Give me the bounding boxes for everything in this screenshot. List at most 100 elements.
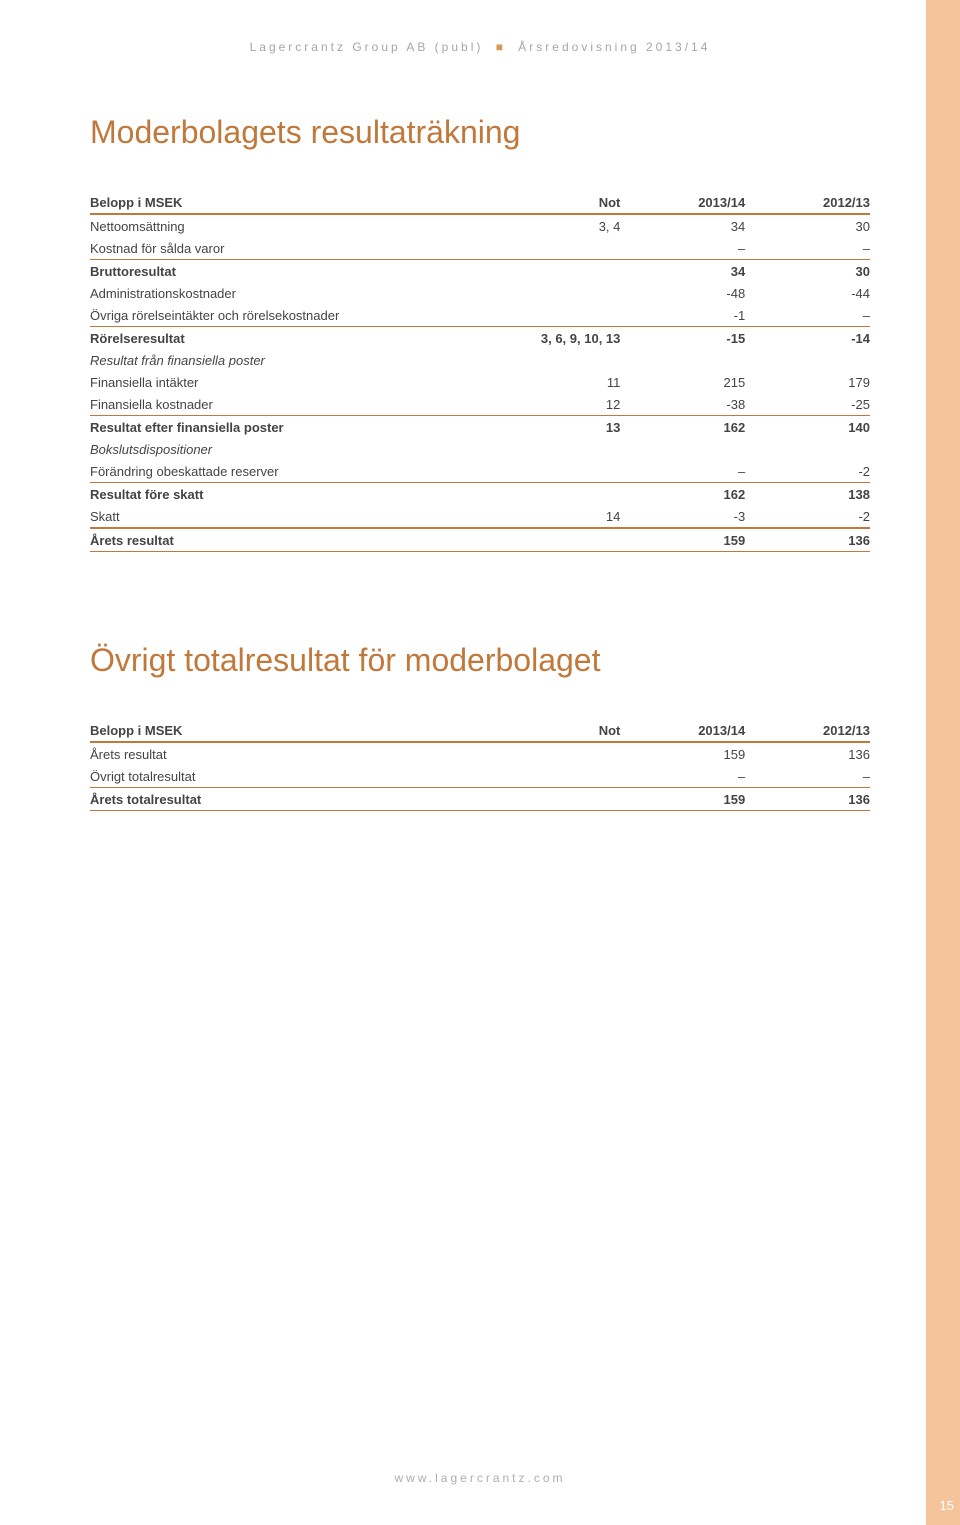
cell-label: Rörelseresultat [90, 327, 496, 350]
cell-c2: 136 [745, 528, 870, 552]
cell-not: 12 [496, 393, 621, 416]
table-row: Årets totalresultat 159 136 [90, 788, 870, 811]
table-header-row: Belopp i MSEK Not 2013/14 2012/13 [90, 191, 870, 214]
cell-c2: -2 [745, 460, 870, 483]
table-row: Rörelseresultat 3, 6, 9, 10, 13 -15 -14 [90, 327, 870, 350]
col-header-label: Belopp i MSEK [90, 719, 496, 742]
table-row: Övriga rörelseintäkter och rörelsekostna… [90, 304, 870, 327]
cell-not [496, 237, 621, 260]
cell-c2: 179 [745, 371, 870, 393]
cell-label: Skatt [90, 505, 496, 528]
table-header-row: Belopp i MSEK Not 2013/14 2012/13 [90, 719, 870, 742]
col-header-not: Not [496, 191, 621, 214]
cell-c2 [745, 438, 870, 460]
table-row: Skatt 14 -3 -2 [90, 505, 870, 528]
table-row: Årets resultat 159 136 [90, 742, 870, 765]
cell-c2: 30 [745, 214, 870, 237]
footer-url: www.lagercrantz.com [0, 1471, 960, 1485]
cell-not: 13 [496, 416, 621, 439]
cell-c1: 162 [620, 416, 745, 439]
cell-label: Resultat från finansiella poster [90, 349, 496, 371]
cell-c2: 138 [745, 483, 870, 506]
cell-c2: -14 [745, 327, 870, 350]
table-row: Resultat efter finansiella poster 13 162… [90, 416, 870, 439]
cell-c1: -15 [620, 327, 745, 350]
cell-c1: – [620, 237, 745, 260]
table-row: Förändring obeskattade reserver – -2 [90, 460, 870, 483]
cell-label: Finansiella kostnader [90, 393, 496, 416]
cell-not: 3, 4 [496, 214, 621, 237]
cell-c1: 34 [620, 214, 745, 237]
col-header-c2: 2012/13 [745, 719, 870, 742]
cell-not [496, 460, 621, 483]
table-row: Administrationskostnader -48 -44 [90, 282, 870, 304]
cell-c2: – [745, 237, 870, 260]
page-content: Lagercrantz Group AB (publ) ■ Årsredovis… [0, 0, 960, 1525]
cell-label: Finansiella intäkter [90, 371, 496, 393]
col-header-c2: 2012/13 [745, 191, 870, 214]
table-row: Resultat före skatt 162 138 [90, 483, 870, 506]
col-header-not: Not [496, 719, 621, 742]
table-row: Årets resultat 159 136 [90, 528, 870, 552]
cell-c2: 136 [745, 742, 870, 765]
cell-label: Nettoomsättning [90, 214, 496, 237]
cell-not [496, 765, 621, 788]
cell-label: Årets resultat [90, 528, 496, 552]
cell-c2: – [745, 765, 870, 788]
cell-c2: 30 [745, 260, 870, 283]
page-number: 15 [940, 1498, 954, 1513]
running-head-right: Årsredovisning 2013/14 [518, 40, 710, 54]
table-row: Nettoomsättning 3, 4 34 30 [90, 214, 870, 237]
cell-c2: – [745, 304, 870, 327]
col-header-label: Belopp i MSEK [90, 191, 496, 214]
cell-c1: -3 [620, 505, 745, 528]
cell-not: 11 [496, 371, 621, 393]
cell-c2: -2 [745, 505, 870, 528]
section-title-1: Moderbolagets resultaträkning [90, 114, 870, 151]
cell-not [496, 260, 621, 283]
cell-label: Resultat före skatt [90, 483, 496, 506]
cell-c2: -44 [745, 282, 870, 304]
col-header-c1: 2013/14 [620, 191, 745, 214]
cell-c1 [620, 438, 745, 460]
cell-label: Förändring obeskattade reserver [90, 460, 496, 483]
cell-not [496, 304, 621, 327]
table-row: Övrigt totalresultat – – [90, 765, 870, 788]
cell-not: 3, 6, 9, 10, 13 [496, 327, 621, 350]
running-head: Lagercrantz Group AB (publ) ■ Årsredovis… [90, 40, 870, 54]
cell-c1: – [620, 460, 745, 483]
table-row: Kostnad för sålda varor – – [90, 237, 870, 260]
cell-not [496, 282, 621, 304]
cell-label: Övrigt totalresultat [90, 765, 496, 788]
running-head-left: Lagercrantz Group AB (publ) [250, 40, 484, 54]
cell-c1: 159 [620, 742, 745, 765]
table-row: Resultat från finansiella poster [90, 349, 870, 371]
cell-label: Årets totalresultat [90, 788, 496, 811]
cell-c1: 34 [620, 260, 745, 283]
cell-label: Administrationskostnader [90, 282, 496, 304]
cell-label: Kostnad för sålda varor [90, 237, 496, 260]
cell-c1: 162 [620, 483, 745, 506]
cell-c1: – [620, 765, 745, 788]
cell-c2: 136 [745, 788, 870, 811]
cell-label: Bruttoresultat [90, 260, 496, 283]
cell-c2: -25 [745, 393, 870, 416]
cell-label: Resultat efter finansiella poster [90, 416, 496, 439]
table-row: Finansiella kostnader 12 -38 -25 [90, 393, 870, 416]
cell-label: Årets resultat [90, 742, 496, 765]
cell-c2: 140 [745, 416, 870, 439]
cell-not [496, 742, 621, 765]
running-head-separator-icon: ■ [496, 40, 506, 54]
cell-c1: 159 [620, 528, 745, 552]
cell-not [496, 528, 621, 552]
income-statement-table: Belopp i MSEK Not 2013/14 2012/13 Nettoo… [90, 191, 870, 552]
col-header-c1: 2013/14 [620, 719, 745, 742]
cell-not [496, 788, 621, 811]
table-row: Bokslutsdispositioner [90, 438, 870, 460]
table-row: Finansiella intäkter 11 215 179 [90, 371, 870, 393]
cell-not [496, 349, 621, 371]
cell-c1: 159 [620, 788, 745, 811]
cell-label: Bokslutsdispositioner [90, 438, 496, 460]
cell-not: 14 [496, 505, 621, 528]
cell-c1: 215 [620, 371, 745, 393]
